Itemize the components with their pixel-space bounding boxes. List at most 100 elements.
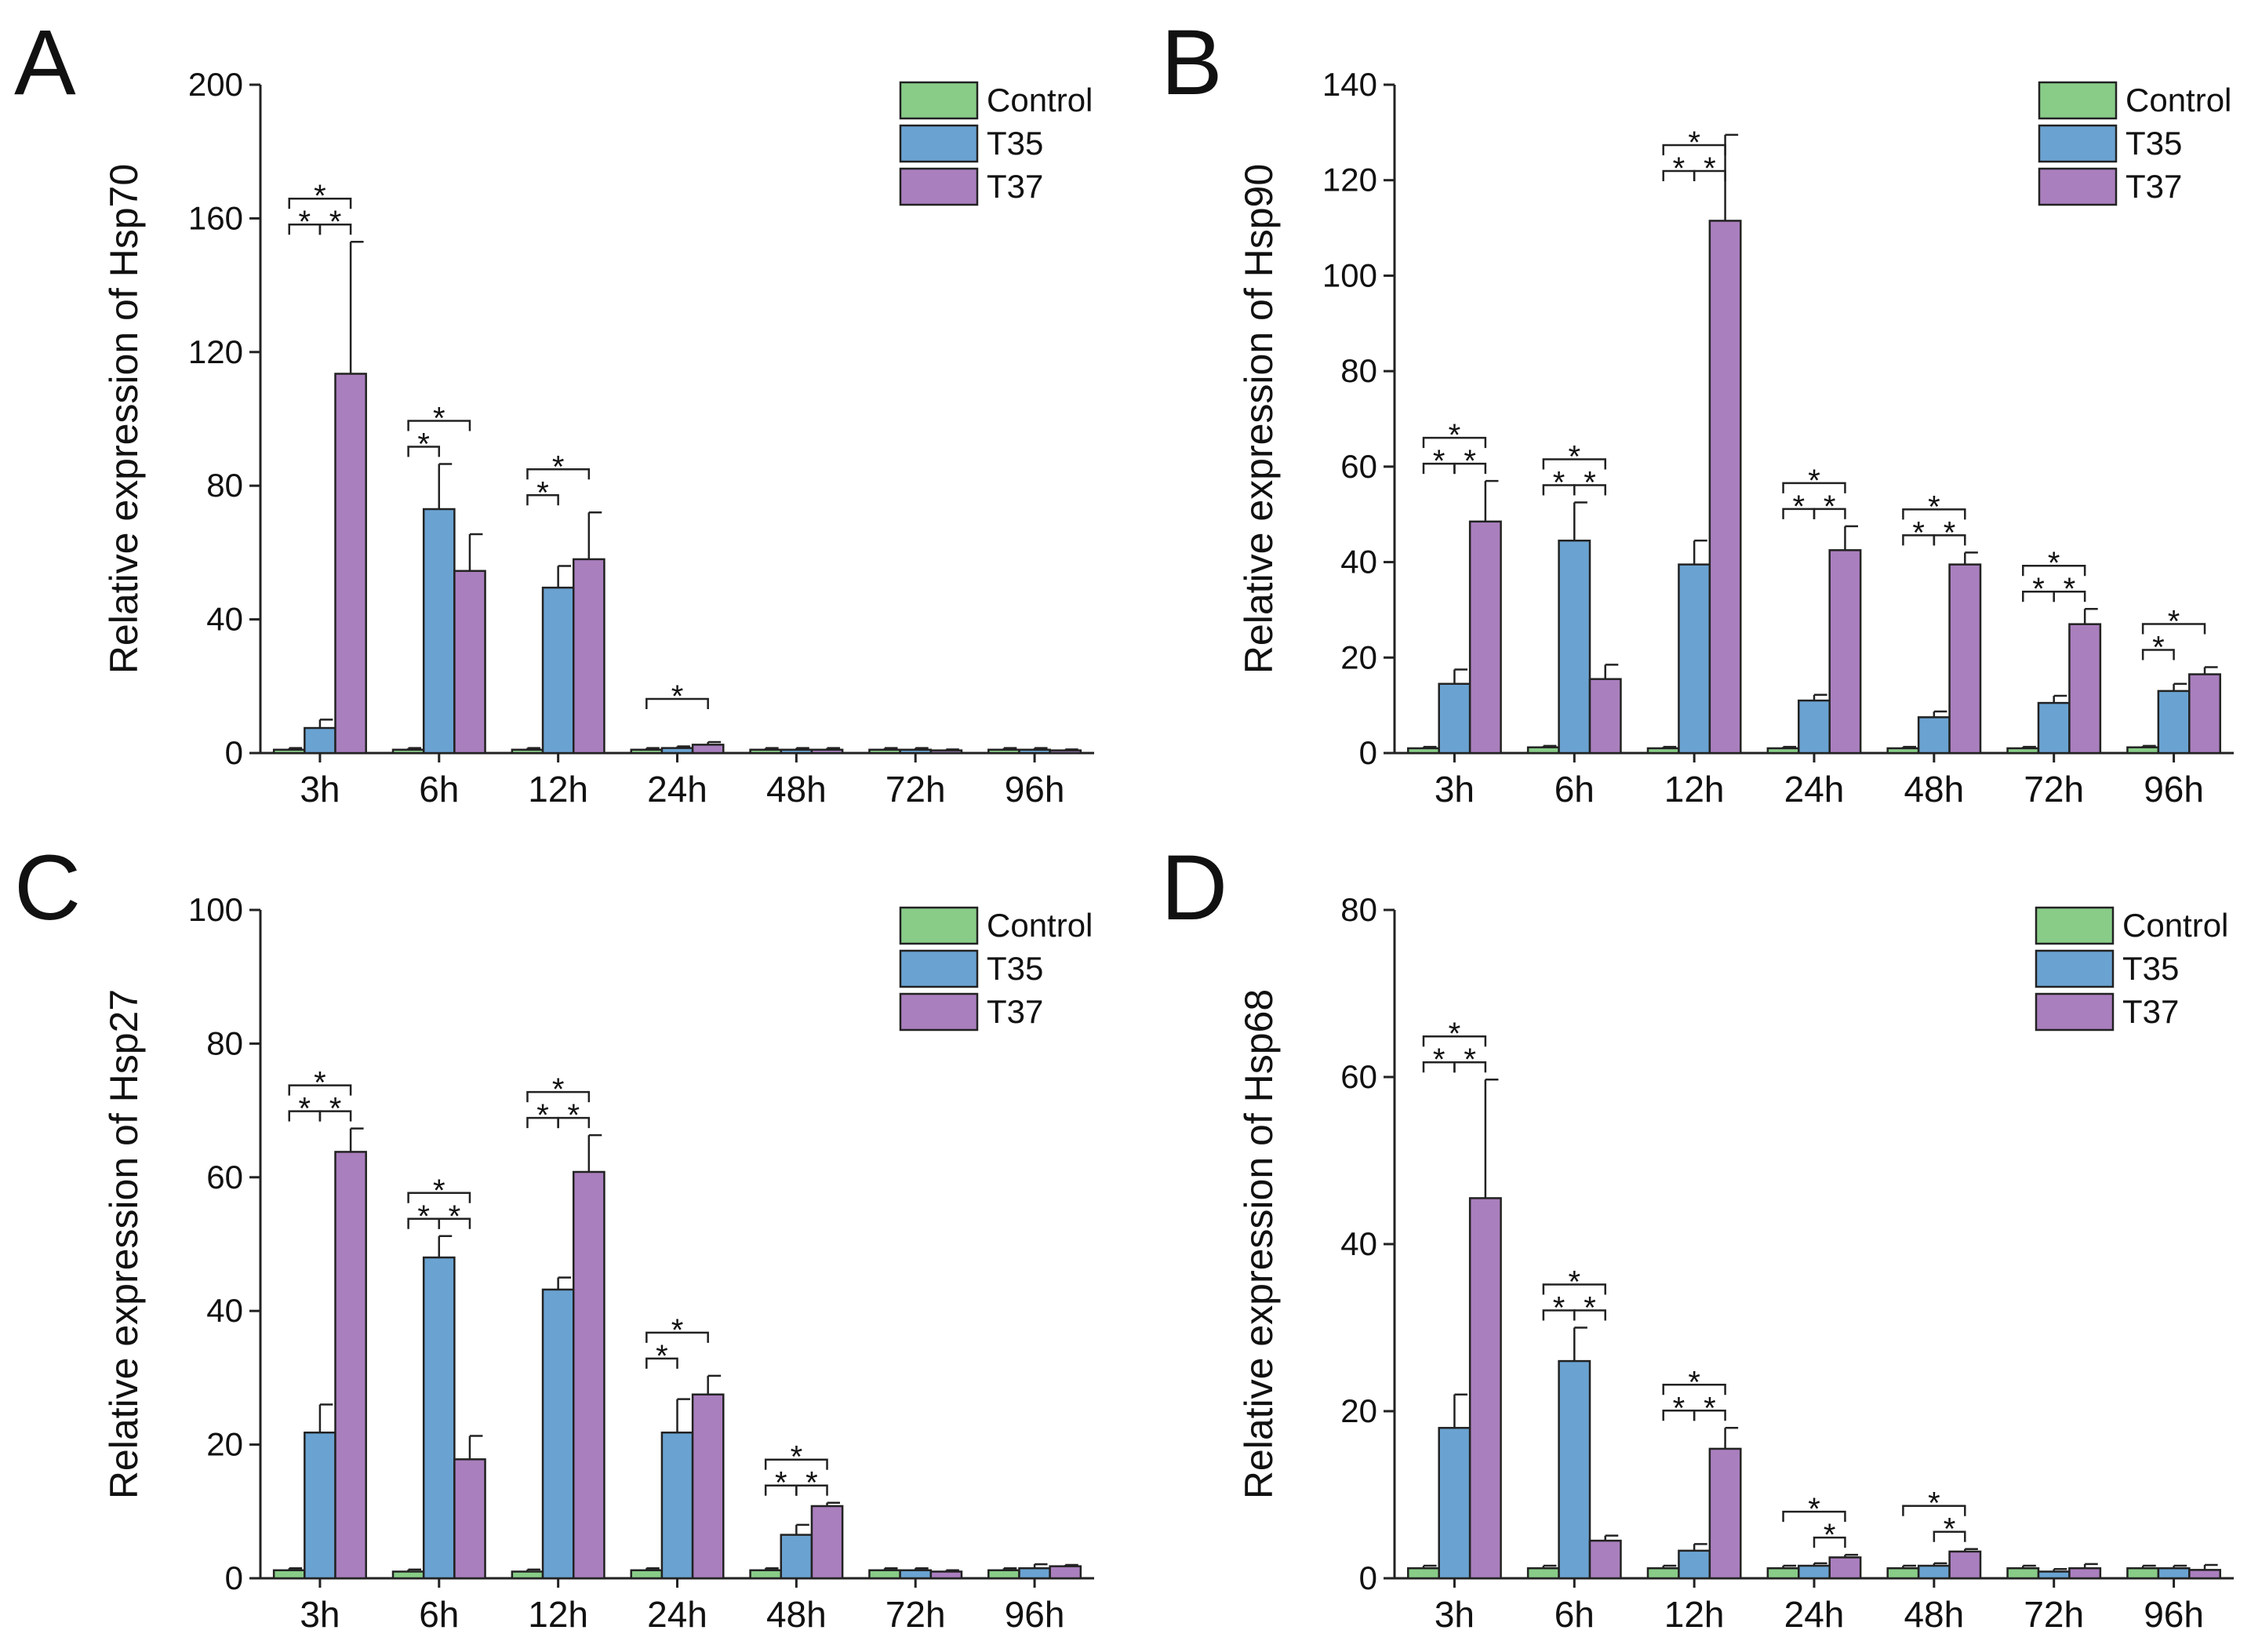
significance-bracket	[1662, 144, 1726, 155]
significance-star: *	[552, 1072, 565, 1107]
significance-star: *	[1704, 1391, 1716, 1425]
bar-t37-96h	[2188, 1569, 2221, 1580]
y-tick-label: 60	[1340, 448, 1377, 485]
bar-control-72h	[868, 1569, 901, 1580]
bar-control-6h	[391, 1570, 425, 1580]
legend-label-t35: T35	[2122, 950, 2179, 987]
x-tick-label: 3h	[300, 769, 340, 810]
y-tick-label: 100	[188, 891, 243, 928]
significance-star: *	[1673, 151, 1686, 186]
bar-t37-24h	[691, 744, 725, 755]
y-tick-label: 80	[1340, 352, 1377, 389]
y-tick-label: 0	[225, 734, 243, 771]
legend-swatch-control	[899, 81, 979, 120]
significance-bracket	[1933, 534, 1966, 546]
significance-star: *	[1704, 151, 1716, 186]
y-tick-label: 60	[1340, 1058, 1377, 1095]
bar-control-48h	[749, 748, 783, 755]
legend-label-t37: T37	[987, 168, 1043, 205]
significance-bracket	[288, 1084, 352, 1096]
x-tick-label: 48h	[1904, 1594, 1964, 1635]
y-axis-title: Relative expression of Hsp68	[1237, 989, 1281, 1499]
bar-t35-24h	[660, 1432, 694, 1580]
bar-t35-24h	[1798, 699, 1831, 755]
bar-t37-12h	[1708, 220, 1742, 755]
bar-t37-72h	[929, 749, 963, 755]
significance-star: *	[536, 475, 549, 510]
significance-bracket	[645, 1357, 678, 1369]
bar-t37-24h	[1828, 1556, 1862, 1580]
legend-label-t37: T37	[2122, 993, 2179, 1030]
significance-star: *	[805, 1466, 818, 1501]
y-axis-title: Relative expression of Hsp70	[102, 164, 146, 674]
legend: Control T35 T37	[899, 906, 1093, 1032]
significance-bracket	[288, 197, 352, 209]
y-tick-label: 0	[225, 1559, 243, 1596]
bar-t35-12h	[1678, 1549, 1711, 1580]
x-tick-label: 24h	[647, 769, 707, 810]
y-tick-label: 80	[206, 1024, 243, 1061]
significance-star: *	[1464, 444, 1476, 478]
x-tick-label: 96h	[2144, 769, 2204, 810]
significance-star: *	[433, 402, 445, 436]
bar-t37-72h	[2068, 1566, 2102, 1580]
y-tick-label: 80	[1340, 891, 1377, 928]
bar-t35-6h	[422, 1256, 456, 1580]
legend-label-t37: T37	[987, 993, 1043, 1030]
significance-bracket	[526, 494, 559, 506]
legend-swatch-control	[899, 906, 979, 945]
legend-swatch-t35	[2038, 124, 2118, 163]
y-tick-label: 40	[1340, 544, 1377, 580]
legend-swatch-t37	[899, 992, 979, 1032]
significance-bracket	[1573, 484, 1606, 496]
significance-bracket	[1693, 1410, 1726, 1421]
significance-bracket	[1813, 508, 1846, 519]
bar-t37-3h	[1468, 1197, 1502, 1580]
significance-bracket	[1933, 1530, 1966, 1542]
x-tick-label: 24h	[1784, 769, 1845, 810]
legend-label-control: Control	[987, 82, 1093, 118]
significance-bracket	[1542, 1283, 1606, 1295]
legend: Control T35 T37	[2038, 81, 2231, 206]
chart-panel-b: B Relative expression of Hsp90 0 20 40 60 80 10…	[1161, 11, 2234, 810]
bar-t37-12h	[572, 1170, 605, 1580]
significance-star: *	[299, 205, 311, 239]
significance-bracket	[2022, 564, 2086, 577]
bar-t35-3h	[1438, 1427, 1471, 1580]
significance-bracket	[407, 1192, 471, 1203]
x-tick-label: 72h	[2024, 769, 2084, 810]
x-tick-label: 48h	[766, 1594, 827, 1635]
y-tick-label: 40	[206, 1292, 243, 1329]
significance-star: *	[1568, 1265, 1580, 1300]
significance-star: *	[314, 1066, 326, 1101]
significance-star: *	[1808, 1492, 1820, 1526]
y-axis-title: Relative expression of Hsp90	[1237, 164, 1281, 674]
bar-control-3h	[272, 1569, 306, 1580]
x-tick-label: 6h	[1555, 769, 1595, 810]
significance-bracket	[2141, 649, 2175, 660]
x-tick-label: 12h	[528, 769, 588, 810]
bar-control-96h	[987, 748, 1020, 755]
significance-star: *	[2032, 572, 2045, 606]
significance-star: *	[1824, 489, 1836, 524]
significance-bracket	[1542, 458, 1606, 470]
bar-control-96h	[987, 1569, 1020, 1580]
significance-bracket	[557, 1116, 591, 1129]
significance-bracket	[1782, 482, 1846, 493]
significance-star: *	[1449, 418, 1461, 453]
legend-swatch-control	[2035, 906, 2115, 945]
significance-bracket	[438, 1217, 471, 1229]
bar-t35-96h	[1018, 748, 1051, 755]
significance-bracket	[318, 223, 352, 235]
significance-star: *	[433, 1174, 445, 1208]
x-tick-label: 3h	[1435, 769, 1475, 810]
significance-star: *	[775, 1466, 787, 1501]
bar-control-96h	[2126, 746, 2160, 755]
bar-t35-48h	[1917, 716, 1951, 755]
legend-label-t37: T37	[2126, 168, 2182, 205]
significance-star: *	[449, 1199, 461, 1234]
bar-control-3h	[272, 748, 306, 755]
x-tick-label: 24h	[1784, 1594, 1845, 1635]
significance-star: *	[1553, 466, 1566, 500]
